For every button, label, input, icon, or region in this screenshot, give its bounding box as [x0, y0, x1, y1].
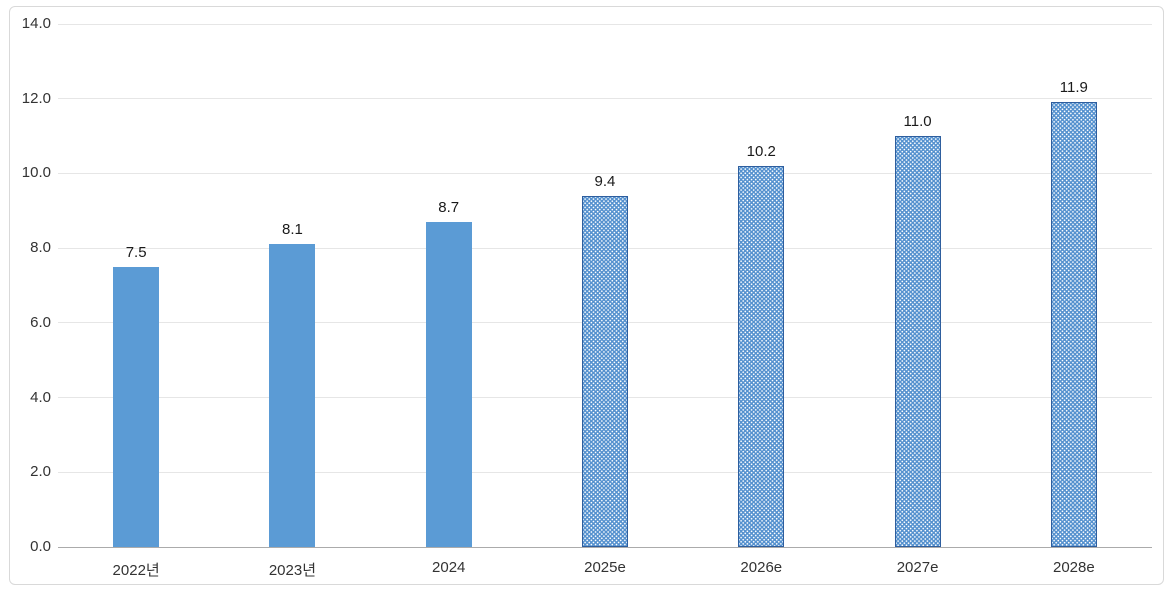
- x-tick-label: 2027e: [896, 559, 939, 576]
- bar-estimate: [894, 136, 941, 547]
- bar-estimate: [581, 195, 628, 547]
- data-label: 7.5: [125, 243, 147, 261]
- bar-slot: 9.4: [527, 24, 683, 547]
- x-axis-line: [58, 547, 1152, 548]
- bar-slot: 7.5: [58, 24, 214, 547]
- data-label: 8.1: [281, 221, 303, 239]
- bar-slot: 10.2: [683, 24, 839, 547]
- x-tick-label: 2026e: [740, 559, 783, 576]
- bar-actual: [269, 244, 316, 547]
- x-tick-label: 2023년: [268, 562, 316, 579]
- bar-actual: [425, 222, 472, 547]
- bar-chart: 7.5 8.1 8.7 9.4 10.2 11.0 11.9 0.0 2.0 4.0 6.0 8.0…: [9, 6, 1164, 585]
- x-tick-label: 2024: [432, 559, 466, 576]
- bar-slot: 8.1: [214, 24, 370, 547]
- y-tick-label: 10.0: [21, 164, 51, 182]
- bar-slot: 11.0: [839, 24, 995, 547]
- y-tick-label: 0.0: [30, 538, 51, 555]
- data-label: 9.4: [594, 172, 616, 190]
- plot-area: 7.5 8.1 8.7 9.4 10.2 11.0 11.9: [58, 23, 1152, 548]
- gridline: [58, 23, 1152, 25]
- x-tick-label: 2022년: [112, 562, 160, 579]
- x-tick-label: 2025e: [584, 559, 626, 576]
- gridline: [58, 98, 1152, 100]
- y-tick-label: 2.0: [30, 463, 51, 481]
- bar-slot: 8.7: [371, 24, 527, 547]
- data-label: 11.9: [1059, 79, 1088, 97]
- x-tick-label: 2028e: [1052, 559, 1095, 576]
- bar-estimate: [1050, 102, 1097, 547]
- bar-slot: 11.9: [996, 24, 1152, 547]
- bar-estimate: [738, 165, 785, 547]
- bar-actual: [113, 266, 160, 547]
- data-label: 11.0: [903, 113, 932, 131]
- data-label: 10.2: [746, 142, 776, 160]
- y-tick-label: 12.0: [21, 89, 51, 107]
- y-tick-label: 4.0: [30, 388, 51, 406]
- gridline: [58, 172, 1152, 174]
- data-label: 8.7: [438, 199, 460, 216]
- y-tick-label: 6.0: [30, 313, 51, 331]
- y-tick-label: 14.0: [21, 15, 51, 32]
- y-tick-label: 8.0: [30, 239, 51, 257]
